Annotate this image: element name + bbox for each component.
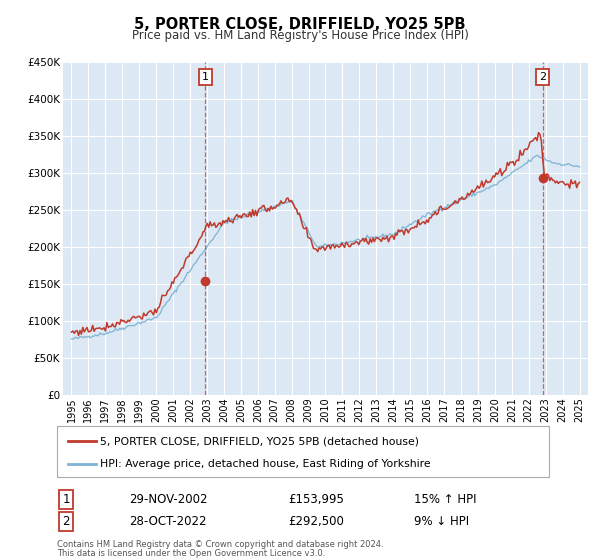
Text: 28-OCT-2022: 28-OCT-2022	[129, 515, 206, 529]
Text: 5, PORTER CLOSE, DRIFFIELD, YO25 5PB: 5, PORTER CLOSE, DRIFFIELD, YO25 5PB	[134, 17, 466, 32]
Text: 9% ↓ HPI: 9% ↓ HPI	[414, 515, 469, 529]
Text: HPI: Average price, detached house, East Riding of Yorkshire: HPI: Average price, detached house, East…	[100, 459, 431, 469]
Text: 29-NOV-2002: 29-NOV-2002	[129, 493, 208, 506]
Text: 2: 2	[539, 72, 547, 82]
Text: 2: 2	[62, 515, 70, 529]
Text: 15% ↑ HPI: 15% ↑ HPI	[414, 493, 476, 506]
Text: £153,995: £153,995	[288, 493, 344, 506]
Text: 1: 1	[202, 72, 209, 82]
Text: Contains HM Land Registry data © Crown copyright and database right 2024.: Contains HM Land Registry data © Crown c…	[57, 540, 383, 549]
Text: 1: 1	[62, 493, 70, 506]
Text: £292,500: £292,500	[288, 515, 344, 529]
Text: 5, PORTER CLOSE, DRIFFIELD, YO25 5PB (detached house): 5, PORTER CLOSE, DRIFFIELD, YO25 5PB (de…	[100, 436, 419, 446]
Text: This data is licensed under the Open Government Licence v3.0.: This data is licensed under the Open Gov…	[57, 549, 325, 558]
Text: Price paid vs. HM Land Registry's House Price Index (HPI): Price paid vs. HM Land Registry's House …	[131, 29, 469, 42]
